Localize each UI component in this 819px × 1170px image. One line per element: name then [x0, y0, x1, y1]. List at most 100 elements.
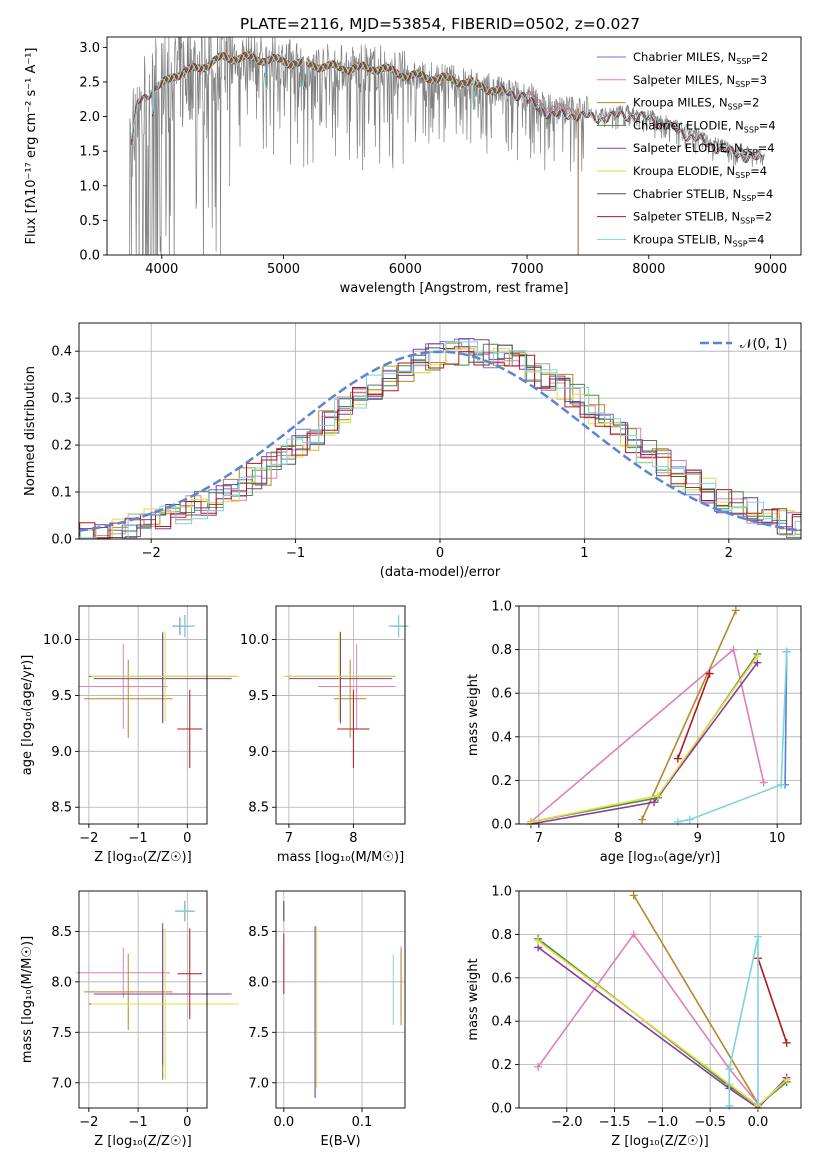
x-tick-label: −2: [142, 546, 161, 561]
data-point-marker: [725, 1064, 734, 1073]
spectrum-model-chabrier-miles: [130, 51, 579, 255]
age-vs-Z-ylabel: age [log₁₀(age/yr)]: [20, 655, 35, 776]
legend-label: Chabrier ELODIE, NSSP=4: [633, 118, 776, 134]
histogram-salpeter-miles: [79, 348, 801, 539]
histogram-plot: [79, 338, 801, 539]
y-tick-label: 0.3: [51, 392, 72, 407]
legend-sub: SSP: [744, 125, 759, 134]
y-tick-label: 0.4: [491, 730, 512, 745]
y-tick-label: 0.2: [491, 774, 512, 789]
legend-label: Kroupa STELIB, NSSP=4: [633, 232, 764, 248]
spectrum-model-kroupa-miles: [130, 51, 579, 255]
histogram-salpeter-elodie: [79, 338, 801, 539]
legend-value: =4: [756, 187, 773, 201]
x-tick-label: 7: [535, 831, 543, 846]
data-point-marker: [759, 778, 768, 787]
data-point-marker: [753, 932, 762, 941]
age-vs-Z-frame: [78, 605, 208, 825]
series-line: [757, 958, 788, 1044]
data-point-marker: [777, 780, 786, 789]
legend-sub: SSP: [735, 80, 750, 89]
legend-text: Salpeter MILES, N: [633, 73, 735, 87]
x-tick-label: −2.0: [551, 1115, 583, 1130]
y-tick-label: 0.4: [491, 1015, 512, 1030]
y-tick-label: 8.5: [248, 801, 269, 816]
y-tick-label: 0.0: [51, 533, 72, 548]
y-tick-label: 0.2: [51, 439, 72, 454]
legend-label: Chabrier STELIB, NSSP=4: [633, 187, 773, 203]
legend-value: =4: [748, 232, 765, 246]
y-tick-label: 0.1: [51, 486, 72, 501]
mass-weight-vs-Z-xlabel: Z [log₁₀(Z/Z☉)]: [611, 1134, 708, 1149]
x-tick-label: 7: [285, 831, 293, 846]
legend-value: =4: [758, 141, 775, 155]
mass-vs-Z-xlabel: Z [log₁₀(Z/Z☉)]: [94, 1134, 191, 1149]
y-tick-label: 8.5: [248, 925, 269, 940]
mass-vs-Z-frame: [78, 890, 208, 1109]
y-tick-label: 7.5: [248, 1026, 269, 1041]
legend-text: Salpeter STELIB, N: [633, 210, 740, 224]
figure-title: PLATE=2116, MJD=53854, FIBERID=0502, z=0…: [240, 15, 640, 33]
x-tick-label: 0: [436, 546, 444, 561]
legend-label: Salpeter STELIB, NSSP=2: [633, 210, 772, 226]
mass-weight-vs-age-xlabel: age [log₁₀(age/yr)]: [600, 850, 721, 865]
spectrum-xlabel: wavelength [Angstrom, rest frame]: [340, 281, 569, 296]
legend-text: Kroupa ELODIE, N: [633, 164, 735, 178]
x-tick-label: 4000: [145, 262, 178, 277]
data-point-marker: [731, 606, 740, 615]
y-tick-label: 10.0: [43, 633, 72, 648]
data-point-marker: [782, 647, 791, 656]
histogram-kroupa-elodie: [79, 348, 801, 539]
legend-sub: SSP: [733, 239, 748, 248]
y-tick-label: 7.5: [51, 1026, 72, 1041]
data-point-marker: [650, 798, 659, 807]
y-tick-label: 0.8: [491, 643, 512, 658]
data-point-marker: [654, 791, 663, 800]
legend-value: =3: [750, 73, 767, 87]
x-tick-label: −1: [286, 546, 305, 561]
y-tick-label: 9.0: [248, 745, 269, 760]
series-line: [530, 648, 765, 823]
x-tick-label: −0.5: [694, 1115, 726, 1130]
y-tick-label: 7.0: [248, 1076, 269, 1091]
data-point-marker: [782, 1075, 791, 1084]
x-tick-label: −1.0: [647, 1115, 679, 1130]
spectrum-model-kroupa-elodie: [161, 51, 504, 105]
mass-weight-vs-age-axes: [519, 605, 801, 825]
x-tick-label: −2: [79, 1115, 98, 1130]
spectrum-ylabel: Flux [fλ10⁻¹⁷ erg cm⁻² s⁻¹ A⁻¹]: [24, 48, 39, 245]
histogram-kroupa-stelib: [79, 341, 801, 539]
y-tick-label: 8.0: [248, 975, 269, 990]
data-point-marker: [534, 1062, 543, 1071]
y-tick-label: 1.0: [491, 600, 512, 615]
data-point-marker: [782, 1038, 791, 1047]
legend-label: Kroupa MILES, NSSP=2: [633, 96, 759, 112]
legend-label: Salpeter MILES, NSSP=3: [633, 73, 767, 89]
spectrum-model-kroupa-stelib: [130, 51, 763, 163]
mass-vs-ebv-xlabel: E(B-V): [320, 1134, 360, 1149]
legend-sub: SSP: [728, 103, 743, 112]
legend-sub: SSP: [735, 171, 750, 180]
mass-vs-ebv-axes: [276, 891, 405, 1108]
y-tick-label: 2.0: [79, 110, 100, 125]
legend-value: =2: [743, 96, 760, 110]
mass-weight-vs-Z-ylabel: mass weight: [466, 958, 481, 1040]
y-tick-label: 0.0: [79, 249, 100, 264]
histogram-kroupa-miles: [79, 342, 801, 539]
data-point-marker: [729, 645, 738, 654]
series-line: [537, 940, 788, 1107]
legend-sub: SSP: [740, 217, 755, 226]
legend-label: Kroupa ELODIE, NSSP=4: [633, 164, 767, 180]
normal-curve: [79, 350, 801, 533]
spectrum-frame: [106, 36, 802, 256]
mass-weight-vs-age-ylabel: mass weight: [466, 674, 481, 756]
legend-text: Chabrier MILES, N: [633, 50, 736, 64]
y-tick-label: 0.0: [491, 818, 512, 833]
age-vs-mass-xlabel: mass [log₁₀(M/M☉)]: [277, 850, 404, 865]
x-tick-label: 9: [694, 831, 702, 846]
y-tick-label: 10.0: [240, 633, 269, 648]
x-tick-label: −1.5: [599, 1115, 631, 1130]
y-tick-label: 8.0: [51, 975, 72, 990]
legend-value: =2: [755, 210, 772, 224]
legend-text: Chabrier STELIB, N: [633, 187, 741, 201]
